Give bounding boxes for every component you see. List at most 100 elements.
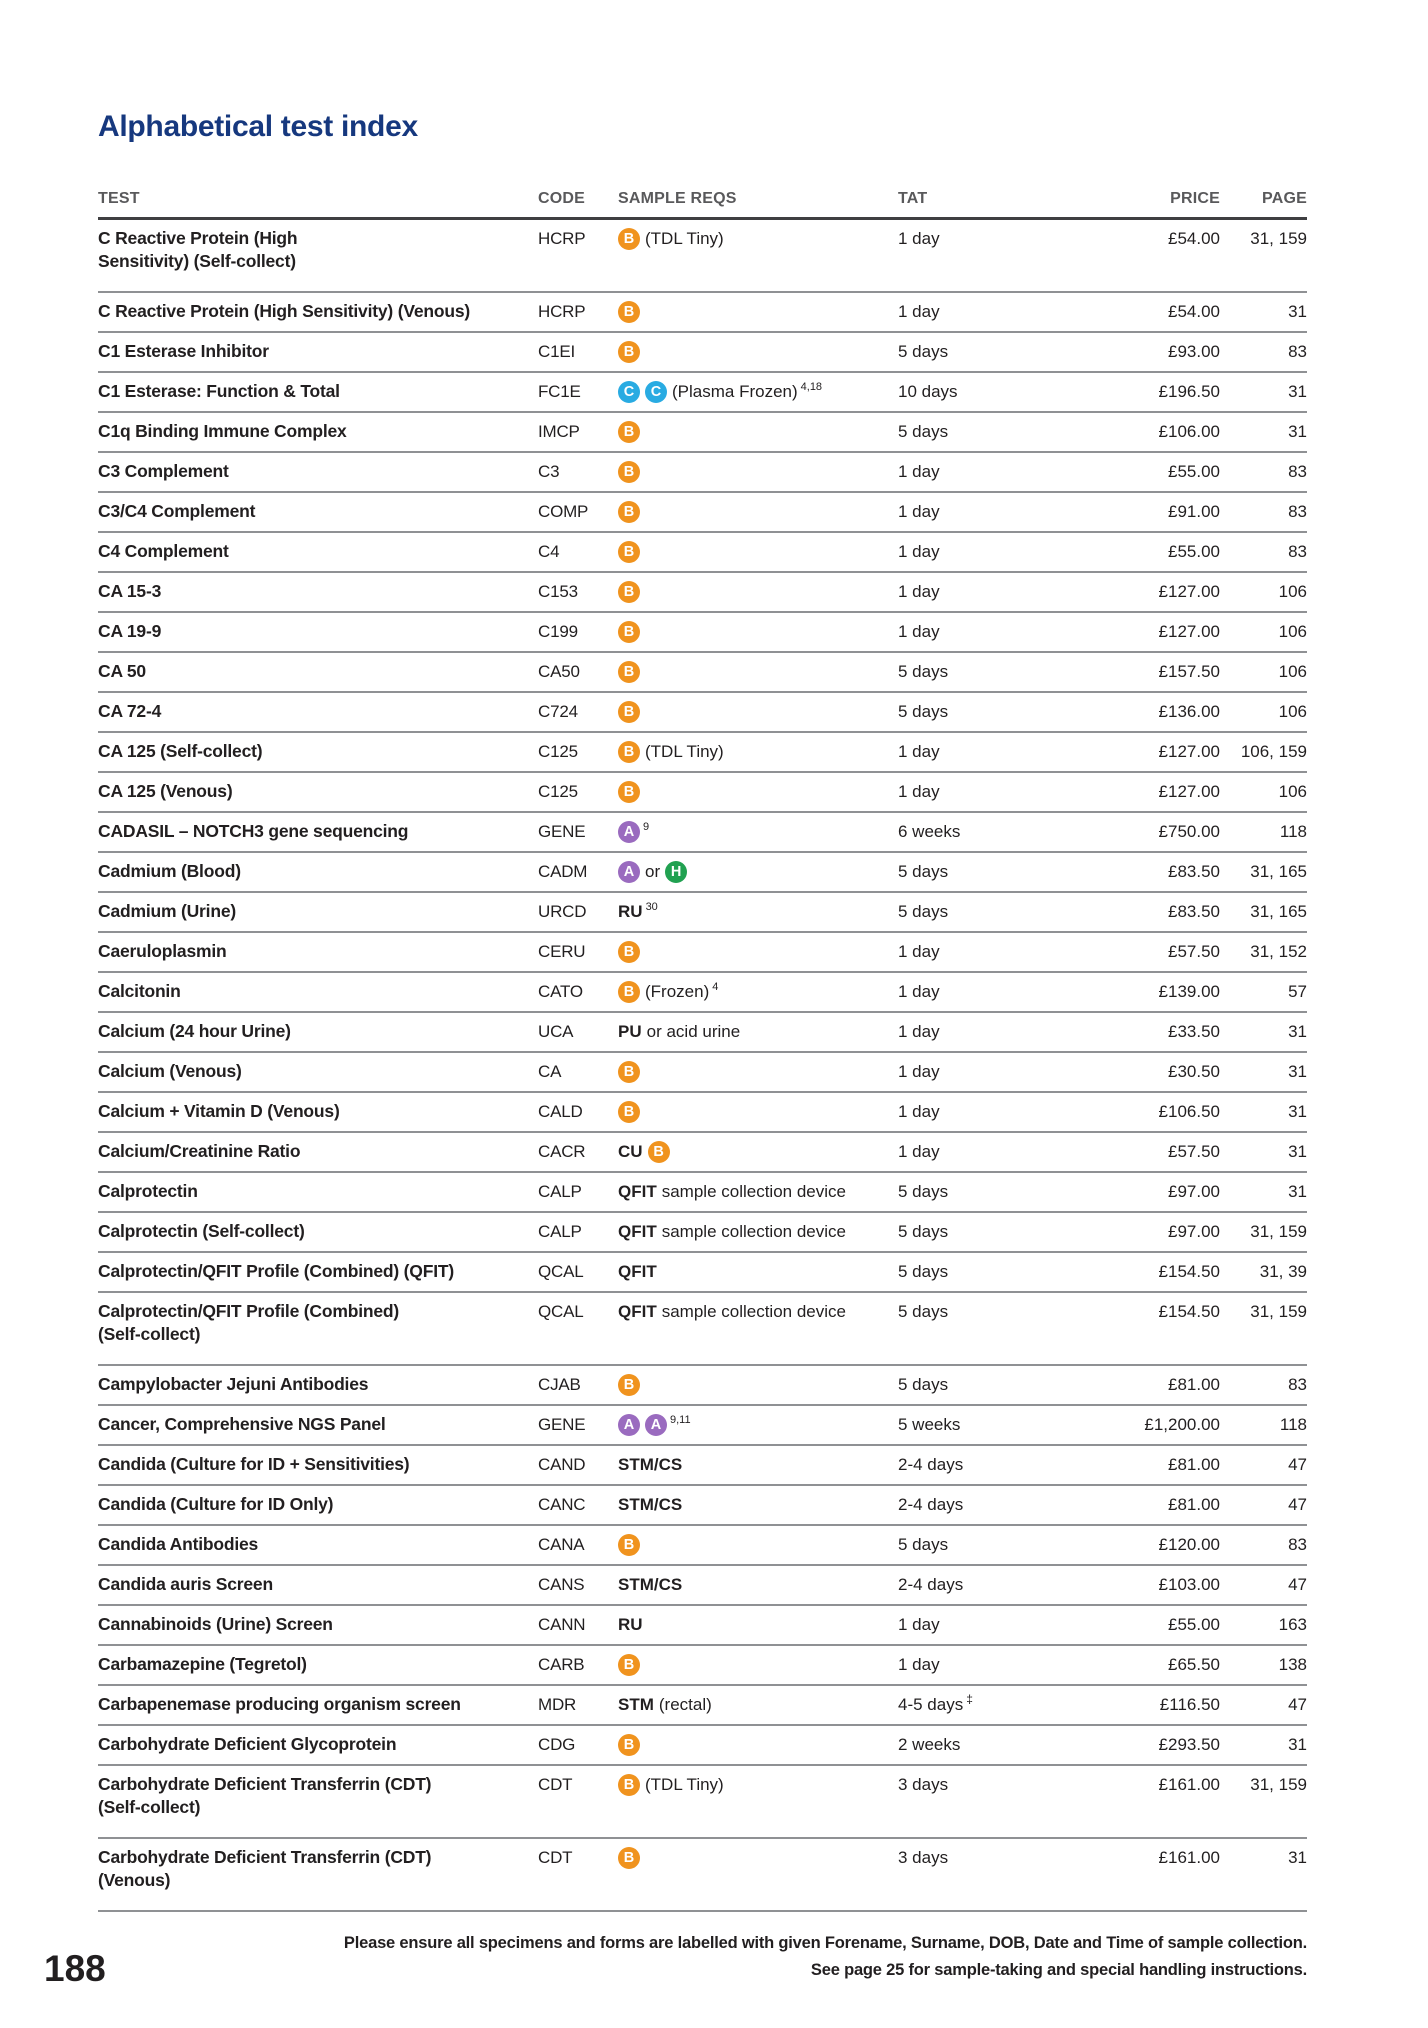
price: £161.00 [1158,1848,1220,1867]
page-ref: 106 [1278,662,1307,681]
test-name: Calcium/Creatinine Ratio [98,1141,301,1161]
page-ref: 31 [1288,422,1307,441]
tat: 5 days [898,422,949,441]
price: £55.00 [1168,542,1220,561]
test-name: CA 125 (Self-collect) [98,741,263,761]
column-header-sample-reqs: SAMPLE REQS [618,190,737,207]
price: £65.50 [1168,1655,1220,1674]
sample-reqs: B [618,500,898,523]
price: £154.50 [1158,1302,1220,1321]
page-ref: 106 [1278,582,1307,601]
test-name: C1 Esterase Inhibitor [98,341,269,361]
sample-icon-b: B [647,1141,670,1163]
table-row: Calcium/Creatinine Ratio CACR CU B 1 day £57.… [98,1133,1307,1173]
page-ref: 31 [1288,1142,1307,1161]
tat: 1 day [898,1062,940,1081]
sample-reqs: RU [618,1613,898,1636]
page-ref: 31 [1288,1062,1307,1081]
test-name: Calprotectin [98,1181,198,1201]
page-ref: 106 [1278,622,1307,641]
sample-icon-b: B [618,701,640,723]
sample-reqs: B [618,1100,898,1123]
price: £83.50 [1168,862,1220,881]
sample-reqs: B [618,1373,898,1396]
table-row: Calcitonin CATO B (Frozen) 4 1 day £139.00 57 [98,973,1307,1013]
sample-code-text: RU [618,902,643,921]
page-ref: 47 [1288,1575,1307,1594]
price: £55.00 [1168,1615,1220,1634]
test-code: IMCP [538,422,580,441]
sample-icon-b: B [618,941,640,963]
test-name: Calprotectin/QFIT Profile (Combined) (QF… [98,1261,454,1281]
page-ref: 83 [1288,1535,1307,1554]
test-code: CA [538,1062,562,1081]
test-code: URCD [538,902,587,921]
sample-icon-b: B [618,581,640,603]
sample-icon-b: B [618,1847,640,1869]
test-code: CALD [538,1102,583,1121]
test-code: C3 [538,462,560,481]
sample-icon-b: B [618,1774,640,1796]
sample-reqs: B [618,340,898,363]
test-name: Candida (Culture for ID + Sensitivities) [98,1454,410,1474]
footer-notes: Please ensure all specimens and forms ar… [344,1930,1307,1984]
test-code: CALP [538,1222,582,1241]
page-ref: 118 [1279,1415,1307,1434]
sample-note: (TDL Tiny) [645,1775,724,1794]
page-ref: 31 [1288,302,1307,321]
price: £97.00 [1168,1182,1220,1201]
tat: 1 day [898,942,940,961]
test-code: GENE [538,822,586,841]
tat: 1 day [898,502,940,521]
test-code: QCAL [538,1302,584,1321]
page-ref: 31 [1288,1182,1307,1201]
test-code: CADM [538,862,588,881]
test-name: CA 50 [98,661,146,681]
sample-reqs: B [618,620,898,643]
sample-reqs: STM/CS [618,1453,898,1476]
sample-code-text: RU [618,1615,643,1634]
price: £127.00 [1158,742,1220,761]
sample-icon-b: B [618,981,640,1003]
test-name: Calcium + Vitamin D (Venous) [98,1101,340,1121]
tat: 1 day [898,1102,940,1121]
test-code: CERU [538,942,586,961]
tat: 1 day [898,1022,940,1041]
sample-code-text: QFIT [618,1262,657,1281]
test-code: HCRP [538,229,586,248]
footnote-ref: 4,18 [800,381,823,393]
table-row: Campylobacter Jejuni Antibodies CJAB B 5 da… [98,1366,1307,1406]
test-name: Cadmium (Blood) [98,861,241,881]
table-row: Cannabinoids (Urine) Screen CANN RU 1 day £5… [98,1606,1307,1646]
price: £91.00 [1168,502,1220,521]
table-row: Candida Antibodies CANA B 5 days £120.00 83 [98,1526,1307,1566]
page-ref: 106 [1278,702,1307,721]
table-row: CA 125 (Self-collect) C125 B (TDL Tiny) 1 da… [98,733,1307,773]
tat: 5 days [898,702,949,721]
tat: 5 days [898,862,949,881]
test-name: Carbohydrate Deficient Transferrin (CDT)… [98,1774,432,1817]
sample-reqs: B [618,460,898,483]
sample-icon-c: C [645,381,667,403]
sample-note: or [645,862,661,881]
sample-reqs: B [618,580,898,603]
sample-reqs: B (TDL Tiny) [618,227,898,250]
table-row: C1q Binding Immune Complex IMCP B 5 days £10… [98,413,1307,453]
page-ref: 47 [1288,1495,1307,1514]
sample-reqs: B [618,420,898,443]
sample-reqs: B [618,700,898,723]
table-row: Carbohydrate Deficient Transferrin (CDT)… [98,1839,1307,1912]
test-name: Campylobacter Jejuni Antibodies [98,1374,369,1394]
sample-note: (rectal) [658,1695,712,1714]
price: £55.00 [1168,462,1220,481]
test-code: C125 [538,742,578,761]
table-row: C1 Esterase Inhibitor C1EI B 5 days £93.00 83 [98,333,1307,373]
test-code: C1EI [538,342,575,361]
price: £106.50 [1158,1102,1220,1121]
tat: 5 days [898,662,949,681]
tat: 5 days [898,1535,949,1554]
table-row: CA 19-9 C199 B 1 day £127.00 106 [98,613,1307,653]
page-ref: 83 [1288,1375,1307,1394]
page-ref: 83 [1288,502,1307,521]
